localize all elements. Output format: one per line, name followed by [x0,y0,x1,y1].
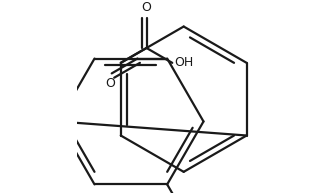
Text: O: O [105,77,115,90]
Text: O: O [141,1,152,14]
Text: OH: OH [175,56,194,69]
